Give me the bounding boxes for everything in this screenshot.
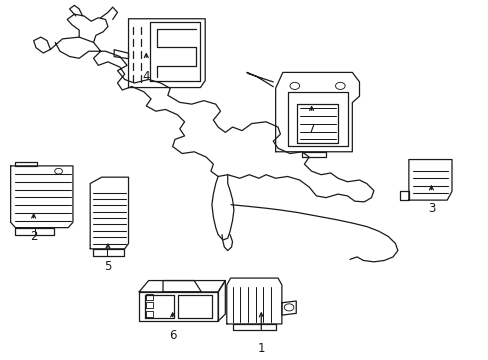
Text: 7: 7 xyxy=(307,123,315,136)
Text: 2: 2 xyxy=(30,230,37,243)
Text: 1: 1 xyxy=(257,342,264,355)
Text: 6: 6 xyxy=(168,329,176,342)
Text: 5: 5 xyxy=(104,260,111,274)
Text: 4: 4 xyxy=(142,70,150,83)
Text: 3: 3 xyxy=(427,202,434,215)
